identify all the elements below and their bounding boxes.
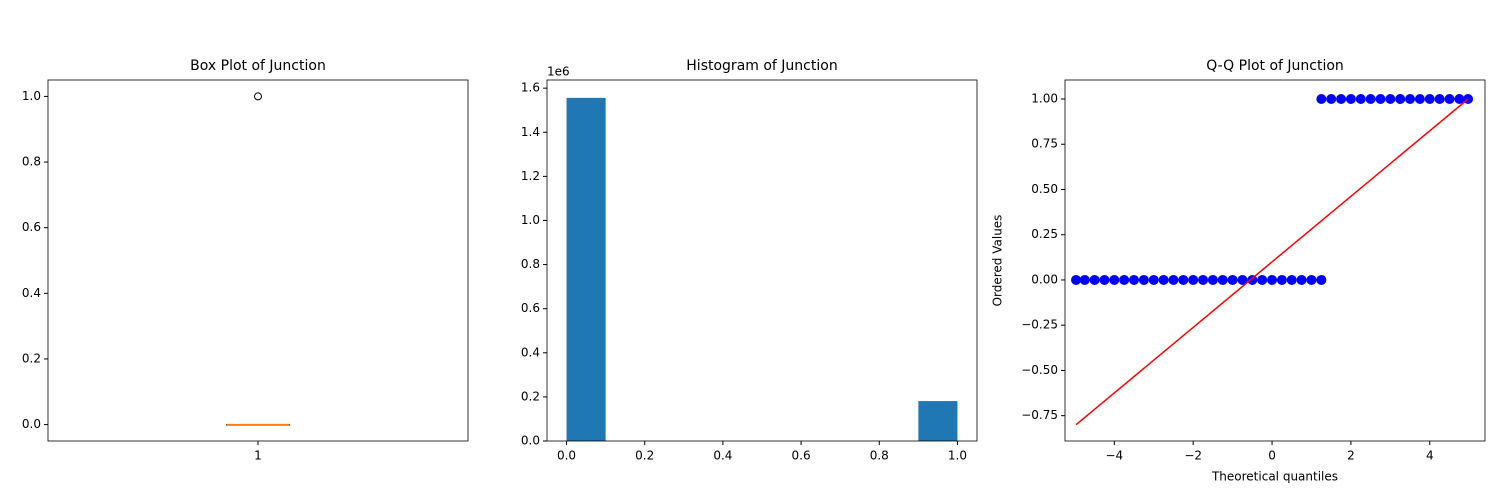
point <box>1385 94 1396 104</box>
point <box>1316 274 1327 285</box>
y-tick-label: 1.2 <box>521 169 540 183</box>
x-tick-label: 0.2 <box>635 449 654 463</box>
y-tick-label: 0.6 <box>22 220 41 234</box>
point <box>1071 274 1082 285</box>
x-tick-label: 0.4 <box>713 449 732 463</box>
x-tick-label: 1 <box>254 449 262 463</box>
point <box>1296 274 1307 285</box>
point <box>1444 94 1455 104</box>
point <box>1365 94 1376 104</box>
y-tick-label: 0.4 <box>22 286 41 300</box>
point <box>1089 274 1100 285</box>
y-tick-label: 1.00 <box>1031 92 1058 106</box>
flier <box>254 92 262 101</box>
y-tick-label: 0.0 <box>521 434 540 448</box>
point <box>1336 94 1347 104</box>
point <box>1424 94 1435 104</box>
x-tick-label: 2 <box>1347 449 1355 463</box>
point <box>1454 94 1465 104</box>
y-tick-label: 1.6 <box>521 81 540 95</box>
point <box>1395 94 1406 104</box>
point <box>1178 274 1189 285</box>
y-tick-label: −0.25 <box>1021 318 1058 332</box>
x-tick-label: −4 <box>1105 449 1123 463</box>
point <box>1188 274 1199 285</box>
point <box>1168 274 1179 285</box>
point <box>1405 94 1416 104</box>
point <box>1414 94 1425 104</box>
chart-title: Histogram of Junction <box>686 58 837 74</box>
y-tick-label: 0.8 <box>521 257 540 271</box>
x-axis-label: Theoretical quantiles <box>1211 470 1338 484</box>
y-tick-label: 0.50 <box>1031 182 1058 196</box>
point <box>1148 274 1159 285</box>
chart-title: Q-Q Plot of Junction <box>1206 58 1344 74</box>
point <box>1326 94 1337 104</box>
point <box>1129 274 1140 285</box>
y-tick-label: 0.6 <box>521 301 540 315</box>
y-tick-label: 0.25 <box>1031 227 1058 241</box>
point <box>1247 274 1258 285</box>
point <box>1138 274 1149 285</box>
point <box>1434 94 1445 104</box>
x-tick-label: 0.8 <box>870 449 889 463</box>
point <box>1207 274 1218 285</box>
x-tick-label: 4 <box>1426 449 1434 463</box>
axes-frame <box>546 79 978 442</box>
y-tick-label: 1.0 <box>22 89 41 103</box>
point <box>1276 274 1287 285</box>
point <box>1217 274 1228 285</box>
bar <box>918 401 958 441</box>
y-tick-label: 0.2 <box>521 389 540 403</box>
point <box>1375 94 1386 104</box>
point <box>1286 274 1297 285</box>
bar <box>566 97 606 442</box>
y-tick-label: 0.75 <box>1031 137 1058 151</box>
y-tick-label: 1.0 <box>521 213 540 227</box>
point <box>1119 274 1130 285</box>
point <box>1198 274 1209 285</box>
y-tick-label: 0.4 <box>521 345 540 359</box>
point <box>1099 274 1110 285</box>
y-tick-label: 0.0 <box>22 417 41 431</box>
chart-title: Box Plot of Junction <box>190 58 326 74</box>
axes-frame <box>1064 79 1486 442</box>
point <box>1109 274 1120 285</box>
y-tick-label: 0.00 <box>1031 272 1058 286</box>
point <box>1227 274 1238 285</box>
point <box>1257 274 1268 285</box>
point <box>1079 274 1090 285</box>
x-tick-label: 0 <box>1268 449 1276 463</box>
x-tick-label: 1.0 <box>948 449 967 463</box>
y-axis-label: Ordered Values <box>991 215 1005 307</box>
y-tick-label: 0.8 <box>22 155 41 169</box>
axes-frame <box>47 79 469 442</box>
point <box>1267 274 1278 285</box>
point <box>1158 274 1169 285</box>
y-tick-label: −0.50 <box>1021 363 1058 377</box>
offset-label: 1e6 <box>547 65 570 79</box>
x-tick-label: 0.6 <box>792 449 811 463</box>
y-tick-label: 0.2 <box>22 351 41 365</box>
y-tick-label: 1.4 <box>521 125 540 139</box>
point <box>1306 274 1317 285</box>
x-tick-label: −2 <box>1184 449 1202 463</box>
point <box>1237 274 1248 285</box>
point <box>1345 94 1356 104</box>
fit-line <box>1075 98 1469 426</box>
point <box>1316 94 1327 104</box>
point <box>1355 94 1366 104</box>
x-tick-label: 0.0 <box>557 449 576 463</box>
y-tick-label: −0.75 <box>1021 408 1058 422</box>
